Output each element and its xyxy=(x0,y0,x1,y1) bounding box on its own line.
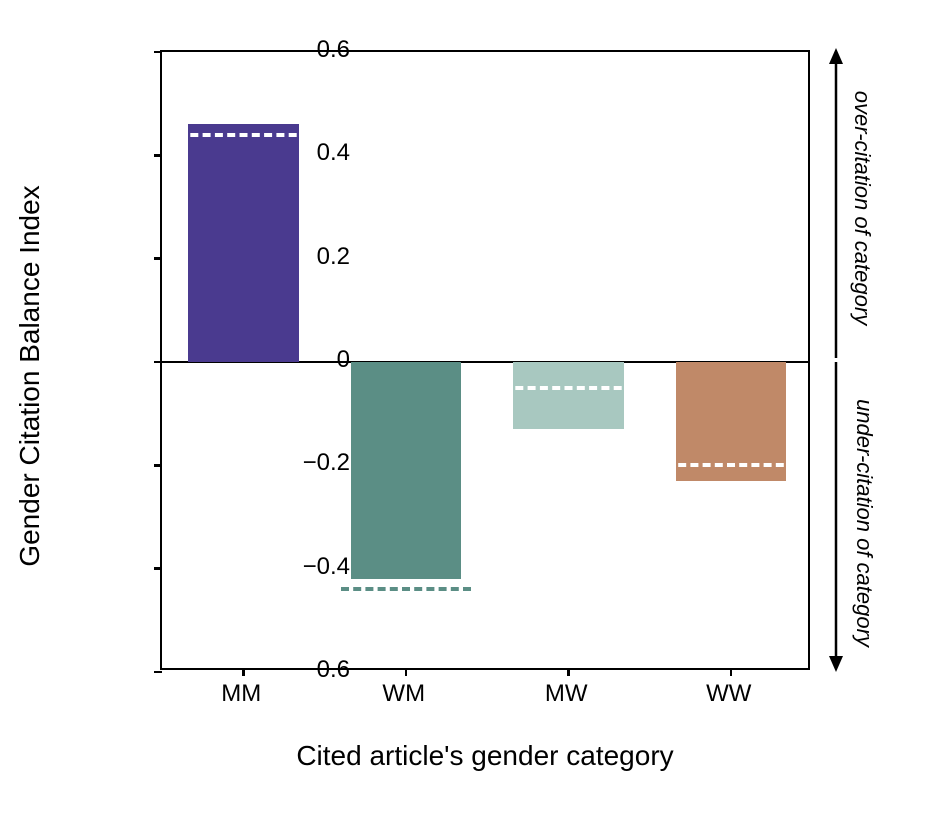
y-tick xyxy=(154,567,162,570)
y-tick-label: 0 xyxy=(270,346,350,374)
y-tick-label: 0.6 xyxy=(270,36,350,64)
x-tick-label: MW xyxy=(516,680,616,708)
y-tick xyxy=(154,51,162,54)
dashed-marker xyxy=(178,133,309,137)
x-tick xyxy=(730,668,733,676)
y-tick xyxy=(154,464,162,467)
bar-mw xyxy=(513,362,624,429)
y-tick xyxy=(154,257,162,260)
x-tick-label: MM xyxy=(191,680,291,708)
y-tick-label: −0.2 xyxy=(270,449,350,477)
dashed-marker xyxy=(503,386,634,390)
x-tick xyxy=(405,668,408,676)
y-axis-label: Gender Citation Balance Index xyxy=(14,185,46,566)
x-tick xyxy=(567,668,570,676)
y-tick xyxy=(154,154,162,157)
y-tick xyxy=(154,671,162,674)
bar-wm xyxy=(351,362,462,579)
dashed-marker xyxy=(341,587,472,591)
x-tick xyxy=(242,668,245,676)
y-tick-label: 0.4 xyxy=(270,139,350,167)
chart-container: Gender Citation Balance Index −0.6−0.4−0… xyxy=(60,20,910,770)
x-axis-label: Cited article's gender category xyxy=(160,740,810,772)
dashed-marker xyxy=(666,463,797,467)
arrow-down-icon xyxy=(825,362,847,672)
y-tick-label: 0.2 xyxy=(270,243,350,271)
y-tick xyxy=(154,361,162,364)
x-tick-label: WW xyxy=(679,680,779,708)
plot-area xyxy=(160,50,810,670)
annotation-over: over-citation of category xyxy=(849,91,875,325)
x-tick-label: WM xyxy=(354,680,454,708)
y-tick-label: −0.4 xyxy=(270,553,350,581)
arrow-up-icon xyxy=(825,48,847,358)
annotation-under: under-citation of category xyxy=(851,399,877,647)
